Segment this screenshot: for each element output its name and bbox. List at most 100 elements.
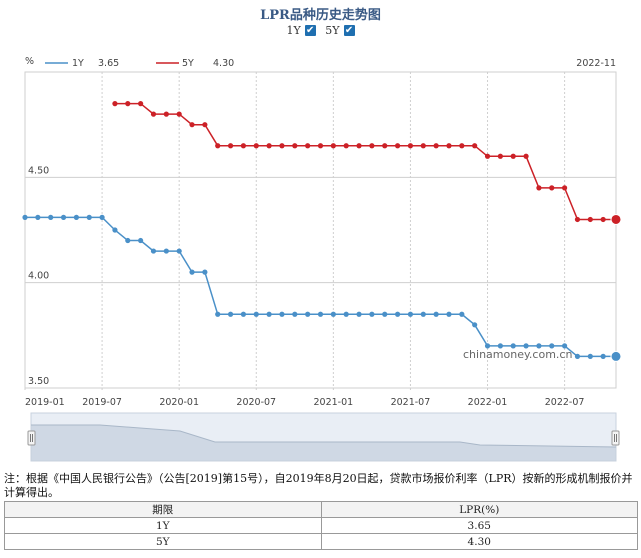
data-point-1y[interactable]: [202, 269, 208, 275]
data-point-1y[interactable]: [150, 248, 157, 254]
data-point-1y[interactable]: [60, 214, 67, 220]
data-point-5y[interactable]: [227, 143, 234, 149]
data-point-5y[interactable]: [138, 101, 144, 107]
data-point-1y[interactable]: [382, 311, 388, 317]
legend-5y[interactable]: 5Y 4.30: [156, 58, 234, 69]
data-point-5y[interactable]: [253, 143, 259, 149]
data-point-5y[interactable]: [292, 143, 298, 149]
data-point-1y[interactable]: [227, 311, 234, 317]
data-point-5y[interactable]: [407, 143, 414, 149]
data-point-1y[interactable]: [356, 311, 362, 317]
data-point-1y[interactable]: [330, 311, 336, 317]
data-point-5y[interactable]: [163, 111, 169, 117]
data-point-1y[interactable]: [176, 248, 182, 254]
data-point-5y[interactable]: [510, 153, 516, 159]
data-point-1y[interactable]: [138, 237, 144, 244]
data-point-1y[interactable]: [459, 311, 465, 317]
data-point-1y[interactable]: [253, 311, 259, 317]
data-point-5y[interactable]: [369, 143, 375, 149]
data-point-1y[interactable]: [369, 311, 375, 317]
data-point-1y[interactable]: [99, 214, 105, 220]
data-point-1y[interactable]: [549, 343, 555, 349]
data-point-1y[interactable]: [266, 311, 272, 317]
data-point-5y[interactable]: [343, 143, 349, 149]
data-point-1y[interactable]: [446, 311, 452, 317]
data-point-1y[interactable]: [523, 343, 529, 349]
data-point-5y[interactable]: [549, 185, 555, 191]
data-point-1y[interactable]: [317, 311, 324, 317]
checkbox-1y-checked-icon[interactable]: ✔: [304, 25, 316, 36]
data-point-latest-1y[interactable]: [610, 350, 622, 362]
data-point-1y[interactable]: [343, 311, 349, 317]
data-point-5y[interactable]: [433, 143, 439, 149]
data-point-5y[interactable]: [484, 153, 491, 159]
data-point-5y[interactable]: [382, 143, 388, 149]
data-point-1y[interactable]: [22, 214, 28, 220]
data-point-5y[interactable]: [202, 122, 208, 128]
data-point-1y[interactable]: [163, 248, 169, 254]
data-point-1y[interactable]: [189, 269, 195, 275]
data-point-5y[interactable]: [523, 153, 529, 159]
data-point-5y[interactable]: [356, 143, 362, 149]
data-point-5y[interactable]: [330, 143, 336, 149]
data-point-1y[interactable]: [73, 214, 79, 220]
data-point-1y[interactable]: [112, 227, 118, 233]
data-point-1y[interactable]: [279, 311, 285, 317]
data-point-1y[interactable]: [48, 214, 54, 220]
data-point-5y[interactable]: [587, 216, 593, 223]
data-point-latest-5y[interactable]: [610, 213, 622, 225]
footnote: 注：根据《中国人民银行公告》（公告[2019]第15号），自2019年8月20日…: [4, 472, 633, 499]
data-point-1y[interactable]: [394, 311, 401, 317]
data-point-5y[interactable]: [562, 185, 568, 191]
data-point-5y[interactable]: [215, 143, 221, 149]
data-point-5y[interactable]: [497, 153, 503, 159]
data-point-1y[interactable]: [35, 214, 41, 220]
data-point-5y[interactable]: [574, 216, 581, 223]
data-point-5y[interactable]: [240, 143, 247, 149]
header-lpr: LPR(%): [320, 501, 638, 518]
table-header-row: 期限 LPR(%): [4, 501, 638, 518]
data-point-5y[interactable]: [176, 111, 182, 117]
data-point-5y[interactable]: [459, 143, 465, 149]
data-point-1y[interactable]: [574, 353, 581, 359]
data-point-1y[interactable]: [433, 311, 439, 317]
legend-1y[interactable]: 1Y 3.65: [45, 58, 119, 69]
data-point-5y[interactable]: [536, 185, 542, 191]
data-point-1y[interactable]: [484, 343, 491, 349]
data-point-5y[interactable]: [266, 143, 272, 149]
data-point-5y[interactable]: [150, 111, 157, 117]
data-point-1y[interactable]: [292, 311, 298, 317]
data-point-1y[interactable]: [240, 311, 247, 317]
checkbox-5y-checked-icon[interactable]: ✔: [343, 25, 355, 36]
chart-axes: 3.50 4.00 4.50 2019-01 2019-07 2020-01 2020-07…: [25, 165, 584, 408]
data-point-1y[interactable]: [587, 353, 593, 359]
data-point-1y[interactable]: [562, 343, 568, 349]
data-point-1y[interactable]: [497, 343, 503, 349]
data-point-1y[interactable]: [407, 311, 414, 317]
data-point-1y[interactable]: [305, 311, 311, 317]
data-point-1y[interactable]: [472, 322, 478, 328]
navigator-left-handle[interactable]: [27, 430, 36, 446]
data-point-5y[interactable]: [305, 143, 311, 149]
data-point-5y[interactable]: [600, 216, 606, 223]
data-point-5y[interactable]: [446, 143, 452, 149]
range-navigator[interactable]: [27, 412, 620, 462]
toggle-1y[interactable]: 1Y ✔: [286, 24, 316, 37]
data-point-1y[interactable]: [420, 311, 426, 317]
data-point-5y[interactable]: [125, 101, 131, 107]
navigator-right-handle[interactable]: [611, 430, 620, 446]
data-point-5y[interactable]: [112, 101, 118, 107]
data-point-1y[interactable]: [86, 214, 92, 220]
data-point-5y[interactable]: [472, 143, 478, 149]
data-point-5y[interactable]: [279, 143, 285, 149]
data-point-1y[interactable]: [125, 237, 131, 244]
data-point-5y[interactable]: [189, 122, 195, 128]
data-point-5y[interactable]: [420, 143, 426, 149]
data-point-1y[interactable]: [215, 311, 221, 317]
toggle-5y[interactable]: 5Y ✔: [325, 24, 355, 37]
data-point-5y[interactable]: [317, 143, 324, 149]
data-point-1y[interactable]: [600, 353, 606, 359]
data-point-5y[interactable]: [394, 143, 401, 149]
data-point-1y[interactable]: [536, 343, 542, 349]
data-point-1y[interactable]: [510, 343, 516, 349]
